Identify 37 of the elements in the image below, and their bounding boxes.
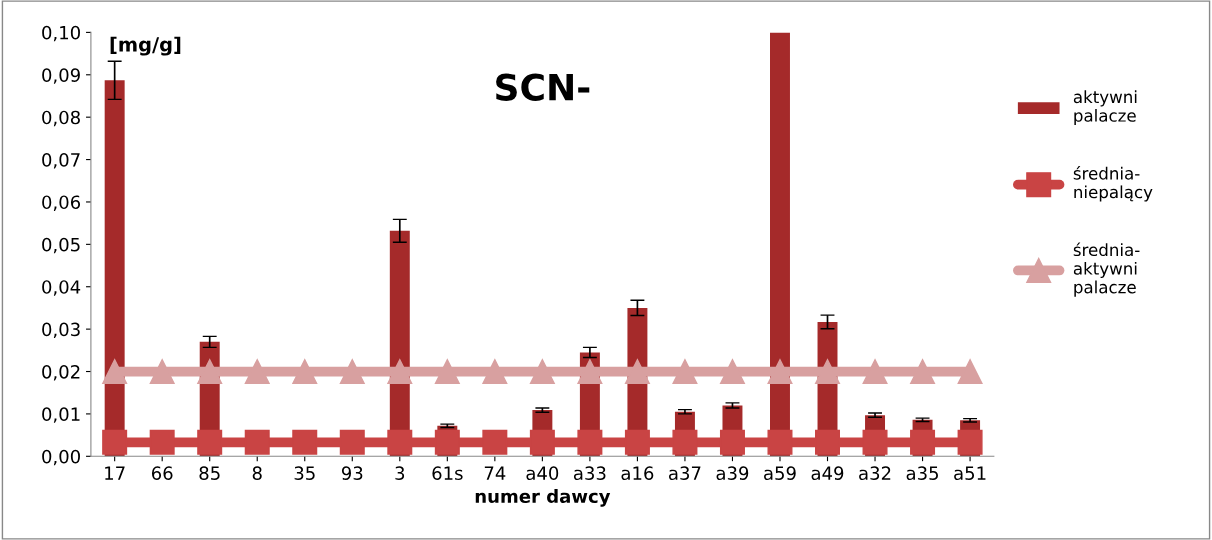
x-tick-label: 93 bbox=[341, 466, 363, 480]
x-tick-label: 66 bbox=[151, 466, 173, 480]
x-tick-label: a32 bbox=[859, 466, 891, 480]
x-tick-label: 74 bbox=[484, 466, 506, 480]
legend-label: aktywni palacze bbox=[1073, 90, 1137, 126]
x-tick-label: a33 bbox=[573, 466, 606, 480]
text: SCN- bbox=[496, 73, 590, 101]
x-tick-label: 3 bbox=[395, 466, 405, 480]
y-tick-label: 0,00 bbox=[42, 449, 80, 466]
y-tick-label: 0,02 bbox=[42, 364, 80, 381]
legend-label: średnia-niepalący bbox=[1073, 166, 1153, 202]
y-tick-label: 0,01 bbox=[42, 407, 80, 423]
y-tick-label: 0,08 bbox=[42, 110, 80, 127]
y-tick-label: 0,07 bbox=[42, 153, 80, 169]
x-tick-label: a59 bbox=[764, 466, 796, 480]
bar bbox=[770, 32, 790, 457]
x-tick-label: a51 bbox=[954, 466, 986, 480]
x-tick-label: 8 bbox=[252, 466, 262, 480]
x-tick-label: a35 bbox=[906, 466, 938, 480]
legend-label: średnia-aktywni palacze bbox=[1073, 242, 1140, 297]
y-tick-label: 0,06 bbox=[42, 195, 81, 211]
y-tick-label: 0,04 bbox=[42, 280, 81, 296]
y-tick-label: 0,03 bbox=[42, 322, 80, 339]
x-tick-label: a39 bbox=[716, 466, 749, 480]
x-tick-label: a40 bbox=[526, 466, 559, 480]
y-tick-label: 0,05 bbox=[42, 237, 80, 254]
x-tick-label: 61s bbox=[432, 466, 463, 480]
y-tick-label: 0,10 bbox=[42, 25, 80, 42]
x-tick-label: a16 bbox=[621, 466, 654, 480]
x-axis-title: numer dawcy bbox=[475, 489, 611, 507]
x-tick-label: a37 bbox=[669, 466, 701, 480]
annotation: [mg/g] bbox=[110, 36, 181, 56]
y-tick-label: 0,09 bbox=[42, 68, 80, 84]
x-tick-label: 85 bbox=[199, 466, 220, 480]
x-tick-label: 35 bbox=[294, 466, 315, 480]
x-tick-label: a49 bbox=[811, 466, 844, 480]
x-tick-label: 17 bbox=[105, 466, 125, 480]
